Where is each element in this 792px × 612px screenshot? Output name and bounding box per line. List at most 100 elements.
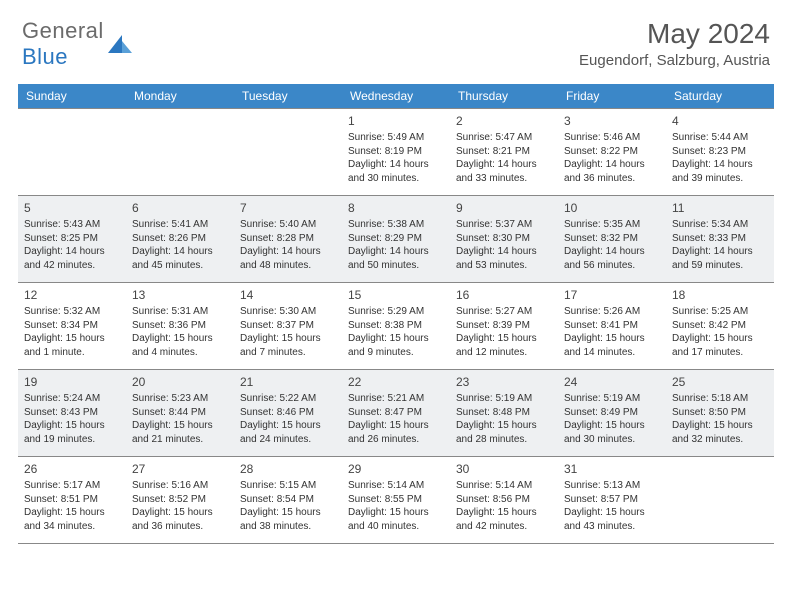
day-header-fri: Friday [558, 84, 666, 108]
sunrise-text: Sunrise: 5:23 AM [132, 392, 228, 406]
sunset-text: Sunset: 8:25 PM [24, 232, 120, 246]
daylight-text: Daylight: 14 hours [456, 245, 552, 259]
day-cell: 22Sunrise: 5:21 AMSunset: 8:47 PMDayligh… [342, 370, 450, 456]
sunset-text: Sunset: 8:37 PM [240, 319, 336, 333]
day-cell: 6Sunrise: 5:41 AMSunset: 8:26 PMDaylight… [126, 196, 234, 282]
day-header-sun: Sunday [18, 84, 126, 108]
sunrise-text: Sunrise: 5:21 AM [348, 392, 444, 406]
sunset-text: Sunset: 8:56 PM [456, 493, 552, 507]
sunrise-text: Sunrise: 5:18 AM [672, 392, 768, 406]
week-row: 19Sunrise: 5:24 AMSunset: 8:43 PMDayligh… [18, 369, 774, 456]
day-number: 31 [564, 461, 660, 477]
daylight-text: and 56 minutes. [564, 259, 660, 273]
day-cell: 12Sunrise: 5:32 AMSunset: 8:34 PMDayligh… [18, 283, 126, 369]
day-cell: 5Sunrise: 5:43 AMSunset: 8:25 PMDaylight… [18, 196, 126, 282]
sunrise-text: Sunrise: 5:41 AM [132, 218, 228, 232]
sunrise-text: Sunrise: 5:14 AM [456, 479, 552, 493]
daylight-text: and 36 minutes. [132, 520, 228, 534]
daylight-text: and 17 minutes. [672, 346, 768, 360]
day-cell: 26Sunrise: 5:17 AMSunset: 8:51 PMDayligh… [18, 457, 126, 543]
daylight-text: and 1 minute. [24, 346, 120, 360]
day-cell: 13Sunrise: 5:31 AMSunset: 8:36 PMDayligh… [126, 283, 234, 369]
sunset-text: Sunset: 8:19 PM [348, 145, 444, 159]
day-number: 8 [348, 200, 444, 216]
daylight-text: and 40 minutes. [348, 520, 444, 534]
daylight-text: and 59 minutes. [672, 259, 768, 273]
sunrise-text: Sunrise: 5:37 AM [456, 218, 552, 232]
sunrise-text: Sunrise: 5:19 AM [456, 392, 552, 406]
daylight-text: and 32 minutes. [672, 433, 768, 447]
daylight-text: Daylight: 14 hours [456, 158, 552, 172]
sunrise-text: Sunrise: 5:29 AM [348, 305, 444, 319]
sunset-text: Sunset: 8:28 PM [240, 232, 336, 246]
day-number: 24 [564, 374, 660, 390]
sunset-text: Sunset: 8:22 PM [564, 145, 660, 159]
daylight-text: Daylight: 14 hours [348, 245, 444, 259]
sunset-text: Sunset: 8:42 PM [672, 319, 768, 333]
sunset-text: Sunset: 8:57 PM [564, 493, 660, 507]
daylight-text: Daylight: 15 hours [240, 419, 336, 433]
daylight-text: Daylight: 15 hours [456, 419, 552, 433]
daylight-text: and 24 minutes. [240, 433, 336, 447]
sunrise-text: Sunrise: 5:27 AM [456, 305, 552, 319]
day-number: 23 [456, 374, 552, 390]
sunset-text: Sunset: 8:43 PM [24, 406, 120, 420]
daylight-text: Daylight: 14 hours [672, 158, 768, 172]
day-cell: 25Sunrise: 5:18 AMSunset: 8:50 PMDayligh… [666, 370, 774, 456]
daylight-text: Daylight: 15 hours [240, 332, 336, 346]
daylight-text: and 26 minutes. [348, 433, 444, 447]
sunrise-text: Sunrise: 5:14 AM [348, 479, 444, 493]
day-cell: 30Sunrise: 5:14 AMSunset: 8:56 PMDayligh… [450, 457, 558, 543]
daylight-text: and 38 minutes. [240, 520, 336, 534]
day-cell: 19Sunrise: 5:24 AMSunset: 8:43 PMDayligh… [18, 370, 126, 456]
day-number: 14 [240, 287, 336, 303]
daylight-text: Daylight: 15 hours [132, 419, 228, 433]
week-row: 26Sunrise: 5:17 AMSunset: 8:51 PMDayligh… [18, 456, 774, 543]
day-header-wed: Wednesday [342, 84, 450, 108]
sunrise-text: Sunrise: 5:35 AM [564, 218, 660, 232]
day-number: 27 [132, 461, 228, 477]
day-number: 29 [348, 461, 444, 477]
day-cell: 9Sunrise: 5:37 AMSunset: 8:30 PMDaylight… [450, 196, 558, 282]
daylight-text: and 19 minutes. [24, 433, 120, 447]
logo-text-general: General [22, 18, 104, 43]
day-cell [126, 109, 234, 195]
daylight-text: and 43 minutes. [564, 520, 660, 534]
sunrise-text: Sunrise: 5:26 AM [564, 305, 660, 319]
sunrise-text: Sunrise: 5:22 AM [240, 392, 336, 406]
sunset-text: Sunset: 8:39 PM [456, 319, 552, 333]
day-number: 30 [456, 461, 552, 477]
day-number: 4 [672, 113, 768, 129]
sunrise-text: Sunrise: 5:43 AM [24, 218, 120, 232]
sunrise-text: Sunrise: 5:34 AM [672, 218, 768, 232]
day-cell: 17Sunrise: 5:26 AMSunset: 8:41 PMDayligh… [558, 283, 666, 369]
day-cell: 8Sunrise: 5:38 AMSunset: 8:29 PMDaylight… [342, 196, 450, 282]
week-row: 1Sunrise: 5:49 AMSunset: 8:19 PMDaylight… [18, 108, 774, 195]
day-cell: 23Sunrise: 5:19 AMSunset: 8:48 PMDayligh… [450, 370, 558, 456]
sunrise-text: Sunrise: 5:13 AM [564, 479, 660, 493]
daylight-text: Daylight: 14 hours [132, 245, 228, 259]
daylight-text: and 12 minutes. [456, 346, 552, 360]
logo-text: General Blue [22, 18, 104, 70]
day-number: 18 [672, 287, 768, 303]
location-text: Eugendorf, Salzburg, Austria [579, 52, 770, 69]
daylight-text: and 45 minutes. [132, 259, 228, 273]
sunrise-text: Sunrise: 5:38 AM [348, 218, 444, 232]
daylight-text: Daylight: 14 hours [24, 245, 120, 259]
sunrise-text: Sunrise: 5:25 AM [672, 305, 768, 319]
sunrise-text: Sunrise: 5:44 AM [672, 131, 768, 145]
logo: General Blue [22, 18, 132, 70]
daylight-text: Daylight: 15 hours [348, 332, 444, 346]
day-number: 19 [24, 374, 120, 390]
daylight-text: and 7 minutes. [240, 346, 336, 360]
sunrise-text: Sunrise: 5:31 AM [132, 305, 228, 319]
day-number: 7 [240, 200, 336, 216]
day-cell [234, 109, 342, 195]
day-number: 15 [348, 287, 444, 303]
daylight-text: and 48 minutes. [240, 259, 336, 273]
sunset-text: Sunset: 8:47 PM [348, 406, 444, 420]
sunset-text: Sunset: 8:55 PM [348, 493, 444, 507]
week-row: 12Sunrise: 5:32 AMSunset: 8:34 PMDayligh… [18, 282, 774, 369]
day-cell: 18Sunrise: 5:25 AMSunset: 8:42 PMDayligh… [666, 283, 774, 369]
daylight-text: Daylight: 14 hours [564, 158, 660, 172]
